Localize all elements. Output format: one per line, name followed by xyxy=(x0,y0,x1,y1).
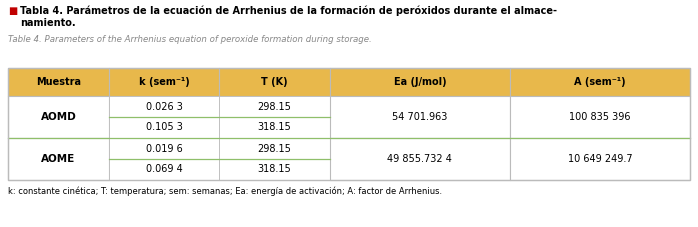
Bar xyxy=(219,159,330,180)
Bar xyxy=(510,96,690,138)
Bar xyxy=(8,68,109,96)
Bar xyxy=(330,68,510,96)
Text: 49 855.732 4: 49 855.732 4 xyxy=(387,154,452,164)
Text: 298.15: 298.15 xyxy=(258,101,292,111)
Bar xyxy=(219,117,330,138)
Bar xyxy=(109,68,219,96)
Text: 54 701.963: 54 701.963 xyxy=(392,112,447,122)
Text: Ea (J/mol): Ea (J/mol) xyxy=(394,77,446,87)
Bar xyxy=(109,117,219,138)
Text: AOMD: AOMD xyxy=(40,112,76,122)
Text: 318.15: 318.15 xyxy=(258,165,292,175)
Bar xyxy=(510,138,690,180)
Text: Muestra: Muestra xyxy=(36,77,81,87)
Text: Tabla 4. Parámetros de la ecuación de Arrhenius de la formación de peróxidos dur: Tabla 4. Parámetros de la ecuación de Ar… xyxy=(20,5,557,28)
Text: ■: ■ xyxy=(8,6,17,16)
Bar xyxy=(8,96,109,138)
Text: AOME: AOME xyxy=(41,154,75,164)
Text: 0.105 3: 0.105 3 xyxy=(146,123,183,133)
Text: 318.15: 318.15 xyxy=(258,123,292,133)
Bar xyxy=(330,96,510,138)
Bar xyxy=(109,138,219,159)
Bar xyxy=(219,68,330,96)
Text: T (K): T (K) xyxy=(261,77,288,87)
Text: 298.15: 298.15 xyxy=(258,143,292,153)
Text: 10 649 249.7: 10 649 249.7 xyxy=(567,154,632,164)
Text: 0.069 4: 0.069 4 xyxy=(146,165,183,175)
Bar xyxy=(8,68,690,180)
Text: 0.019 6: 0.019 6 xyxy=(146,143,183,153)
Text: k (sem⁻¹): k (sem⁻¹) xyxy=(139,77,190,87)
Text: k: constante cinética; T: temperatura; sem: semanas; Ea: energía de activación; : k: constante cinética; T: temperatura; s… xyxy=(8,187,442,197)
Bar xyxy=(109,96,219,117)
Bar xyxy=(219,96,330,117)
Bar xyxy=(8,138,109,180)
Bar xyxy=(219,138,330,159)
Bar xyxy=(510,68,690,96)
Text: 100 835 396: 100 835 396 xyxy=(570,112,631,122)
Text: A (sem⁻¹): A (sem⁻¹) xyxy=(574,77,626,87)
Bar xyxy=(109,159,219,180)
Text: 0.026 3: 0.026 3 xyxy=(146,101,183,111)
Text: Table 4. Parameters of the Arrhenius equation of peroxide formation during stora: Table 4. Parameters of the Arrhenius equ… xyxy=(8,35,372,44)
Bar xyxy=(330,138,510,180)
